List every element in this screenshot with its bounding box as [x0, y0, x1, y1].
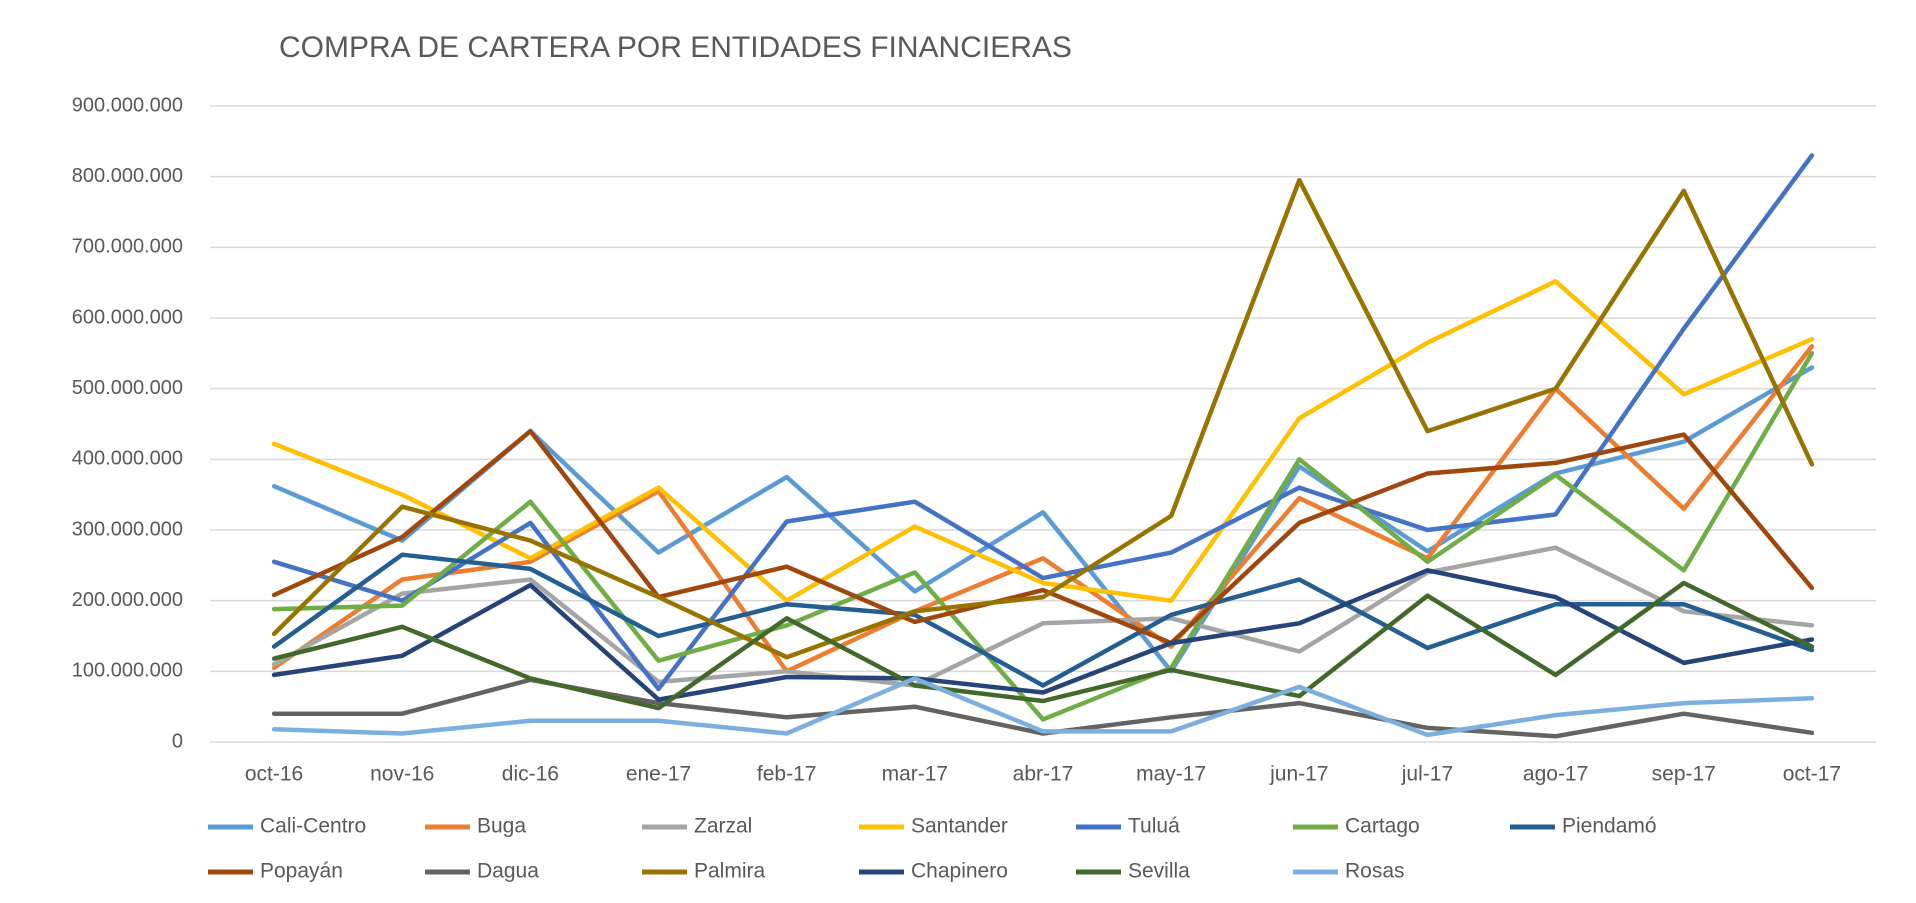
y-tick-label: 900.000.000 — [72, 94, 183, 116]
y-tick-label: 800.000.000 — [72, 165, 183, 187]
series-line — [271, 580, 1815, 711]
series-line — [271, 552, 1815, 688]
x-tick-label: jun-17 — [1269, 763, 1328, 786]
series-line — [271, 428, 1815, 646]
x-tick-label: feb-17 — [757, 763, 817, 786]
legend-label: Zarzal — [694, 815, 752, 838]
x-tick-label: mar-17 — [882, 763, 949, 786]
series-line — [271, 351, 1815, 722]
y-tick-label: 0 — [172, 730, 183, 752]
series-line — [271, 177, 1815, 660]
series-line — [271, 568, 1815, 702]
x-tick-label: ago-17 — [1523, 763, 1588, 786]
x-tick-label: sep-17 — [1652, 763, 1716, 786]
x-tick-label: oct-17 — [1783, 763, 1841, 786]
x-tick-label: oct-16 — [245, 763, 303, 786]
legend-label: Rosas — [1345, 860, 1405, 883]
legend-label: Buga — [477, 815, 526, 838]
x-tick-label: abr-17 — [1013, 763, 1074, 786]
x-tick-label: jul-17 — [1401, 763, 1453, 786]
series-line — [271, 153, 1815, 692]
y-tick-label: 100.000.000 — [72, 660, 183, 682]
chart-title: COMPRA DE CARTERA POR ENTIDADES FINANCIE… — [279, 31, 1072, 64]
x-tick-label: may-17 — [1136, 763, 1206, 786]
series-line — [271, 279, 1815, 603]
legend-label: Sevilla — [1128, 860, 1190, 883]
legend-label: Chapinero — [911, 860, 1008, 883]
legend-label: Santander — [911, 815, 1008, 838]
series-line — [271, 676, 1815, 738]
y-tick-label: 500.000.000 — [72, 377, 183, 399]
legend-label: Tuluá — [1128, 815, 1180, 838]
y-tick-label: 200.000.000 — [72, 589, 183, 611]
x-tick-label: nov-16 — [370, 763, 434, 786]
y-tick-label: 300.000.000 — [72, 518, 183, 540]
y-tick-label: 600.000.000 — [72, 306, 183, 328]
legend-label: Cali-Centro — [260, 815, 366, 838]
legend-label: Cartago — [1345, 815, 1420, 838]
y-tick-label: 700.000.000 — [72, 236, 183, 258]
series-line — [271, 677, 1815, 739]
legend-label: Popayán — [260, 860, 343, 883]
x-tick-label: ene-17 — [626, 763, 691, 786]
legend-label: Piendamó — [1562, 815, 1657, 838]
legend-label: Dagua — [477, 860, 539, 883]
series-line — [271, 545, 1815, 688]
legend-label: Palmira — [694, 860, 766, 883]
x-tick-label: dic-16 — [502, 763, 559, 786]
y-tick-label: 400.000.000 — [72, 448, 183, 470]
